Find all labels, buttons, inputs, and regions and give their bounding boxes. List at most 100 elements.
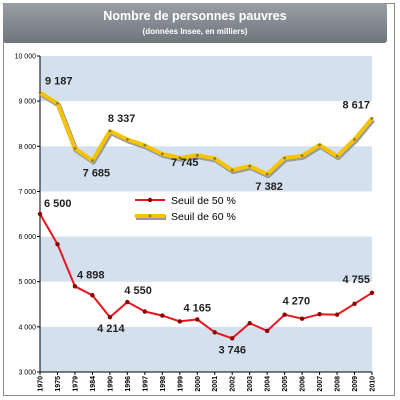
data-point [318,143,321,147]
data-point [335,154,339,158]
data-point [90,293,95,298]
data-point [299,316,305,321]
data-point [91,159,94,162]
data-label: 4 165 [183,302,211,314]
x-tick-label: 1979 [72,376,79,392]
data-point [282,312,287,317]
data-labels: 6 500 4 898 4 214 4 550 4 165 3 746 4 270 4 755… [44,76,370,357]
x-tick-label: 2002 [230,376,237,392]
data-point [107,314,113,320]
data-label: 7 382 [255,181,283,193]
chart-header: Nombre de personnes pauvres (données Ins… [3,3,387,43]
x-tick-label: 2005 [282,376,289,392]
data-label: 7 745 [171,157,199,169]
data-point [195,153,199,157]
data-point [125,299,130,305]
x-tick-label: 1998 [160,376,167,392]
series-line-50 [39,213,373,340]
data-point [73,147,77,150]
legend-marker [147,197,153,203]
y-tick-label: 5 000 [18,279,36,286]
data-point [370,117,374,120]
series-points [37,91,375,341]
grid-bands [40,56,372,372]
y-tick-label: 10 000 [15,54,37,61]
data-point [143,143,147,147]
data-label: 4 755 [342,274,370,286]
grid-band [40,56,372,102]
x-axis-ticks: 1970 1975 1979 1984 1990 1996 1997 1998 1999 2000… [38,372,377,392]
y-axis-ticks: 3 000 4 000 5 000 6 000 7 000 8 000 9 000 10 00… [15,54,40,377]
data-point [55,242,60,247]
y-tick-label: 9 000 [18,99,36,106]
data-label: 7 685 [83,168,111,180]
y-tick-label: 4 000 [18,324,36,331]
series-line-60 [38,90,374,177]
x-tick-label: 2001 [212,376,219,392]
x-tick-label: 2006 [300,376,307,392]
data-point [56,102,59,105]
data-label: 3 746 [218,344,246,356]
chart-title: Nombre de personnes pauvres [103,9,287,23]
data-point [125,138,129,141]
data-point [230,168,234,172]
data-point [142,309,148,314]
data-point [353,138,356,141]
data-label: 8 337 [108,113,136,125]
x-tick-label: 1999 [177,376,184,392]
x-tick-label: 1996 [125,376,132,392]
data-point [160,152,164,156]
data-point [283,156,287,160]
data-label: 4 270 [283,296,311,308]
x-tick-label: 2003 [247,376,254,392]
legend-label: Seuil de 60 % [171,211,236,223]
data-point [160,313,165,318]
x-tick-label: 2010 [370,376,377,392]
y-tick-label: 6 000 [18,234,36,241]
grid-band [40,326,372,372]
x-tick-label: 2008 [335,376,342,392]
data-label: 6 500 [44,198,72,210]
data-point [212,330,217,335]
data-point [177,319,182,324]
data-point [369,290,375,295]
legend-label: Seuil de 50 % [171,195,236,207]
x-tick-label: 2009 [352,376,359,392]
data-point [247,321,252,326]
data-label: 4 898 [77,269,105,281]
grid-band [40,236,372,282]
data-point [195,317,200,322]
legend: Seuil de 50 % Seuil de 60 % [135,195,236,223]
x-tick-label: 2004 [265,376,272,392]
data-label: 4 550 [124,285,152,297]
y-tick-label: 8 000 [18,144,36,151]
x-tick-label: 2007 [317,376,324,392]
x-tick-label: 1990 [107,376,114,392]
data-point [37,211,43,217]
data-point [300,154,304,158]
data-label: 4 214 [97,323,125,335]
data-point [230,336,235,341]
data-point [317,312,322,317]
data-point [213,157,217,160]
x-tick-label: 1997 [142,376,149,392]
data-point [265,172,269,176]
chart-subtitle: (données Insee, en milliers) [142,27,248,36]
series-lines [38,90,375,340]
data-point [264,328,270,334]
x-tick-label: 1984 [90,376,97,392]
data-point [178,156,182,160]
legend-marker [148,214,152,218]
x-tick-label: 1975 [55,376,62,392]
y-tick-label: 7 000 [18,189,36,196]
data-point [248,164,252,168]
data-point [38,91,42,95]
data-label: 8 617 [342,99,370,111]
data-point [108,129,112,133]
data-point [72,284,78,289]
x-tick-label: 2000 [195,376,202,392]
x-tick-label: 1970 [38,376,45,392]
data-label: 9 187 [45,76,73,88]
y-tick-label: 3 000 [18,370,36,377]
